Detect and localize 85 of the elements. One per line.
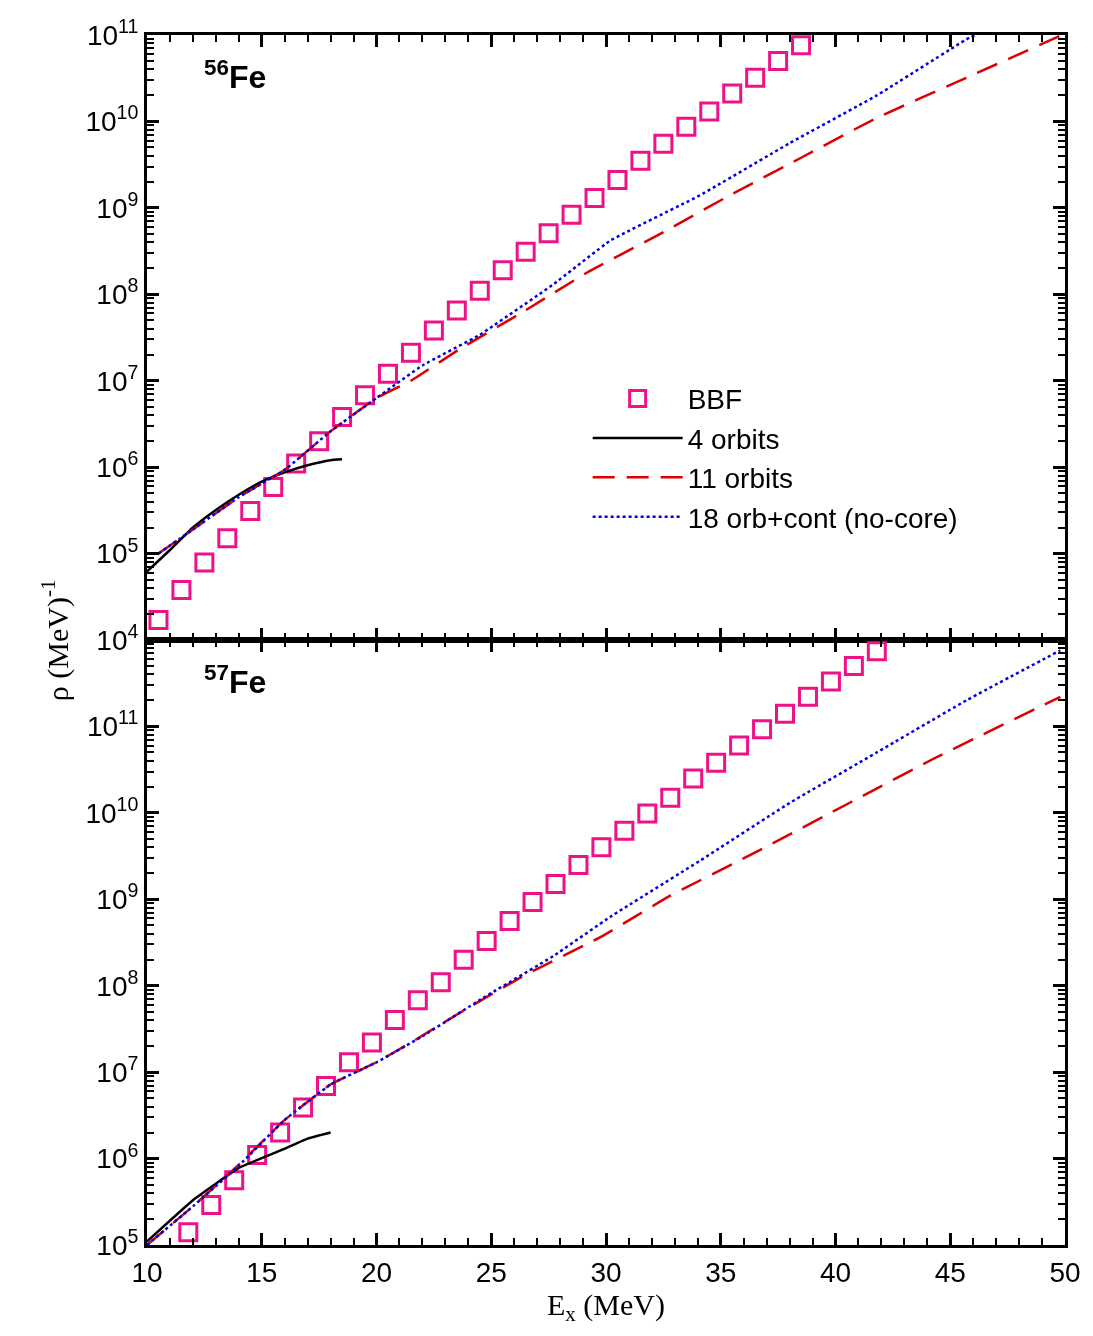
point [217, 528, 238, 549]
point [492, 260, 513, 281]
point [866, 641, 887, 662]
point [591, 837, 612, 858]
point [469, 280, 490, 301]
y-tick-label: 10$^{6}$ [96, 1138, 139, 1175]
y-tick-label: 10$^{8}$ [96, 274, 139, 311]
point [453, 949, 474, 970]
point [752, 719, 773, 740]
point [676, 116, 697, 137]
point [309, 431, 330, 452]
x-tick-label: 45 [934, 1256, 966, 1288]
point [201, 1195, 222, 1216]
point [178, 1222, 199, 1243]
point [699, 101, 720, 122]
point [446, 300, 467, 321]
point [630, 150, 651, 171]
point [476, 930, 497, 951]
legend-label: 4 orbits [687, 423, 780, 455]
y-tick-label: 10$^{11}$ [86, 706, 139, 743]
point [171, 579, 192, 600]
point [683, 768, 704, 789]
point [270, 1122, 291, 1143]
point [148, 610, 169, 631]
point [722, 83, 743, 104]
y-tick-label: 10$^{9}$ [96, 187, 139, 224]
point [660, 787, 681, 808]
y-tick-label: 10$^{8}$ [96, 965, 139, 1002]
x-axis-title: E$_{x}$ (MeV) [547, 1287, 665, 1326]
point [194, 552, 215, 573]
point [522, 892, 543, 913]
point [584, 188, 605, 209]
point [843, 656, 864, 677]
x-tick-label: 30 [590, 1256, 622, 1288]
point [614, 820, 635, 841]
point [637, 803, 658, 824]
x-tick-label: 20 [360, 1256, 393, 1288]
x-tick-label: 25 [475, 1256, 507, 1288]
point [607, 170, 628, 191]
point [706, 752, 727, 773]
annotation: $^{56}$Fe [204, 55, 267, 96]
point [515, 241, 536, 262]
point [820, 671, 841, 692]
point [775, 703, 796, 724]
point [430, 972, 451, 993]
legend-label: 18 orb+cont (no-core) [687, 502, 958, 534]
point [400, 342, 421, 363]
point [729, 735, 750, 756]
point [293, 1097, 314, 1118]
point [355, 385, 376, 406]
point [407, 990, 428, 1011]
x-tick-label: 40 [819, 1256, 852, 1288]
point [568, 854, 589, 875]
y-tick-label: 10$^{11}$ [86, 15, 139, 51]
point [338, 1052, 359, 1073]
point [377, 363, 398, 384]
y-tick-label: 10$^{10}$ [85, 101, 139, 138]
point [384, 1010, 405, 1031]
point [797, 686, 818, 707]
x-tick-label: 50 [1049, 1256, 1081, 1288]
point [423, 320, 444, 341]
y-tick-label: 10$^{7}$ [96, 1052, 139, 1088]
point [768, 51, 789, 72]
point [745, 67, 766, 88]
x-tick-label: 35 [705, 1256, 737, 1288]
legend-label: BBF [687, 384, 743, 416]
point [499, 911, 520, 932]
line-series [147, 1131, 332, 1243]
y-tick-label: 10$^{10}$ [85, 792, 139, 829]
point [361, 1032, 382, 1053]
y-tick-label: 10$^{9}$ [96, 879, 139, 916]
annotation: $^{57}$Fe [204, 660, 267, 701]
point [538, 223, 559, 244]
point [316, 1076, 337, 1097]
y-tick-label: 10$^{5}$ [96, 533, 139, 570]
legend-label: 11 orbits [687, 463, 793, 495]
y-tick-label: 10$^{7}$ [96, 360, 139, 397]
point [791, 35, 812, 56]
point [653, 133, 674, 154]
x-tick-label: 15 [246, 1256, 278, 1288]
point [545, 874, 566, 895]
y-tick-label: 10$^{6}$ [96, 447, 139, 483]
y-tick-label: 10$^{4}$ [96, 620, 139, 656]
point [240, 501, 261, 522]
point [561, 204, 582, 225]
